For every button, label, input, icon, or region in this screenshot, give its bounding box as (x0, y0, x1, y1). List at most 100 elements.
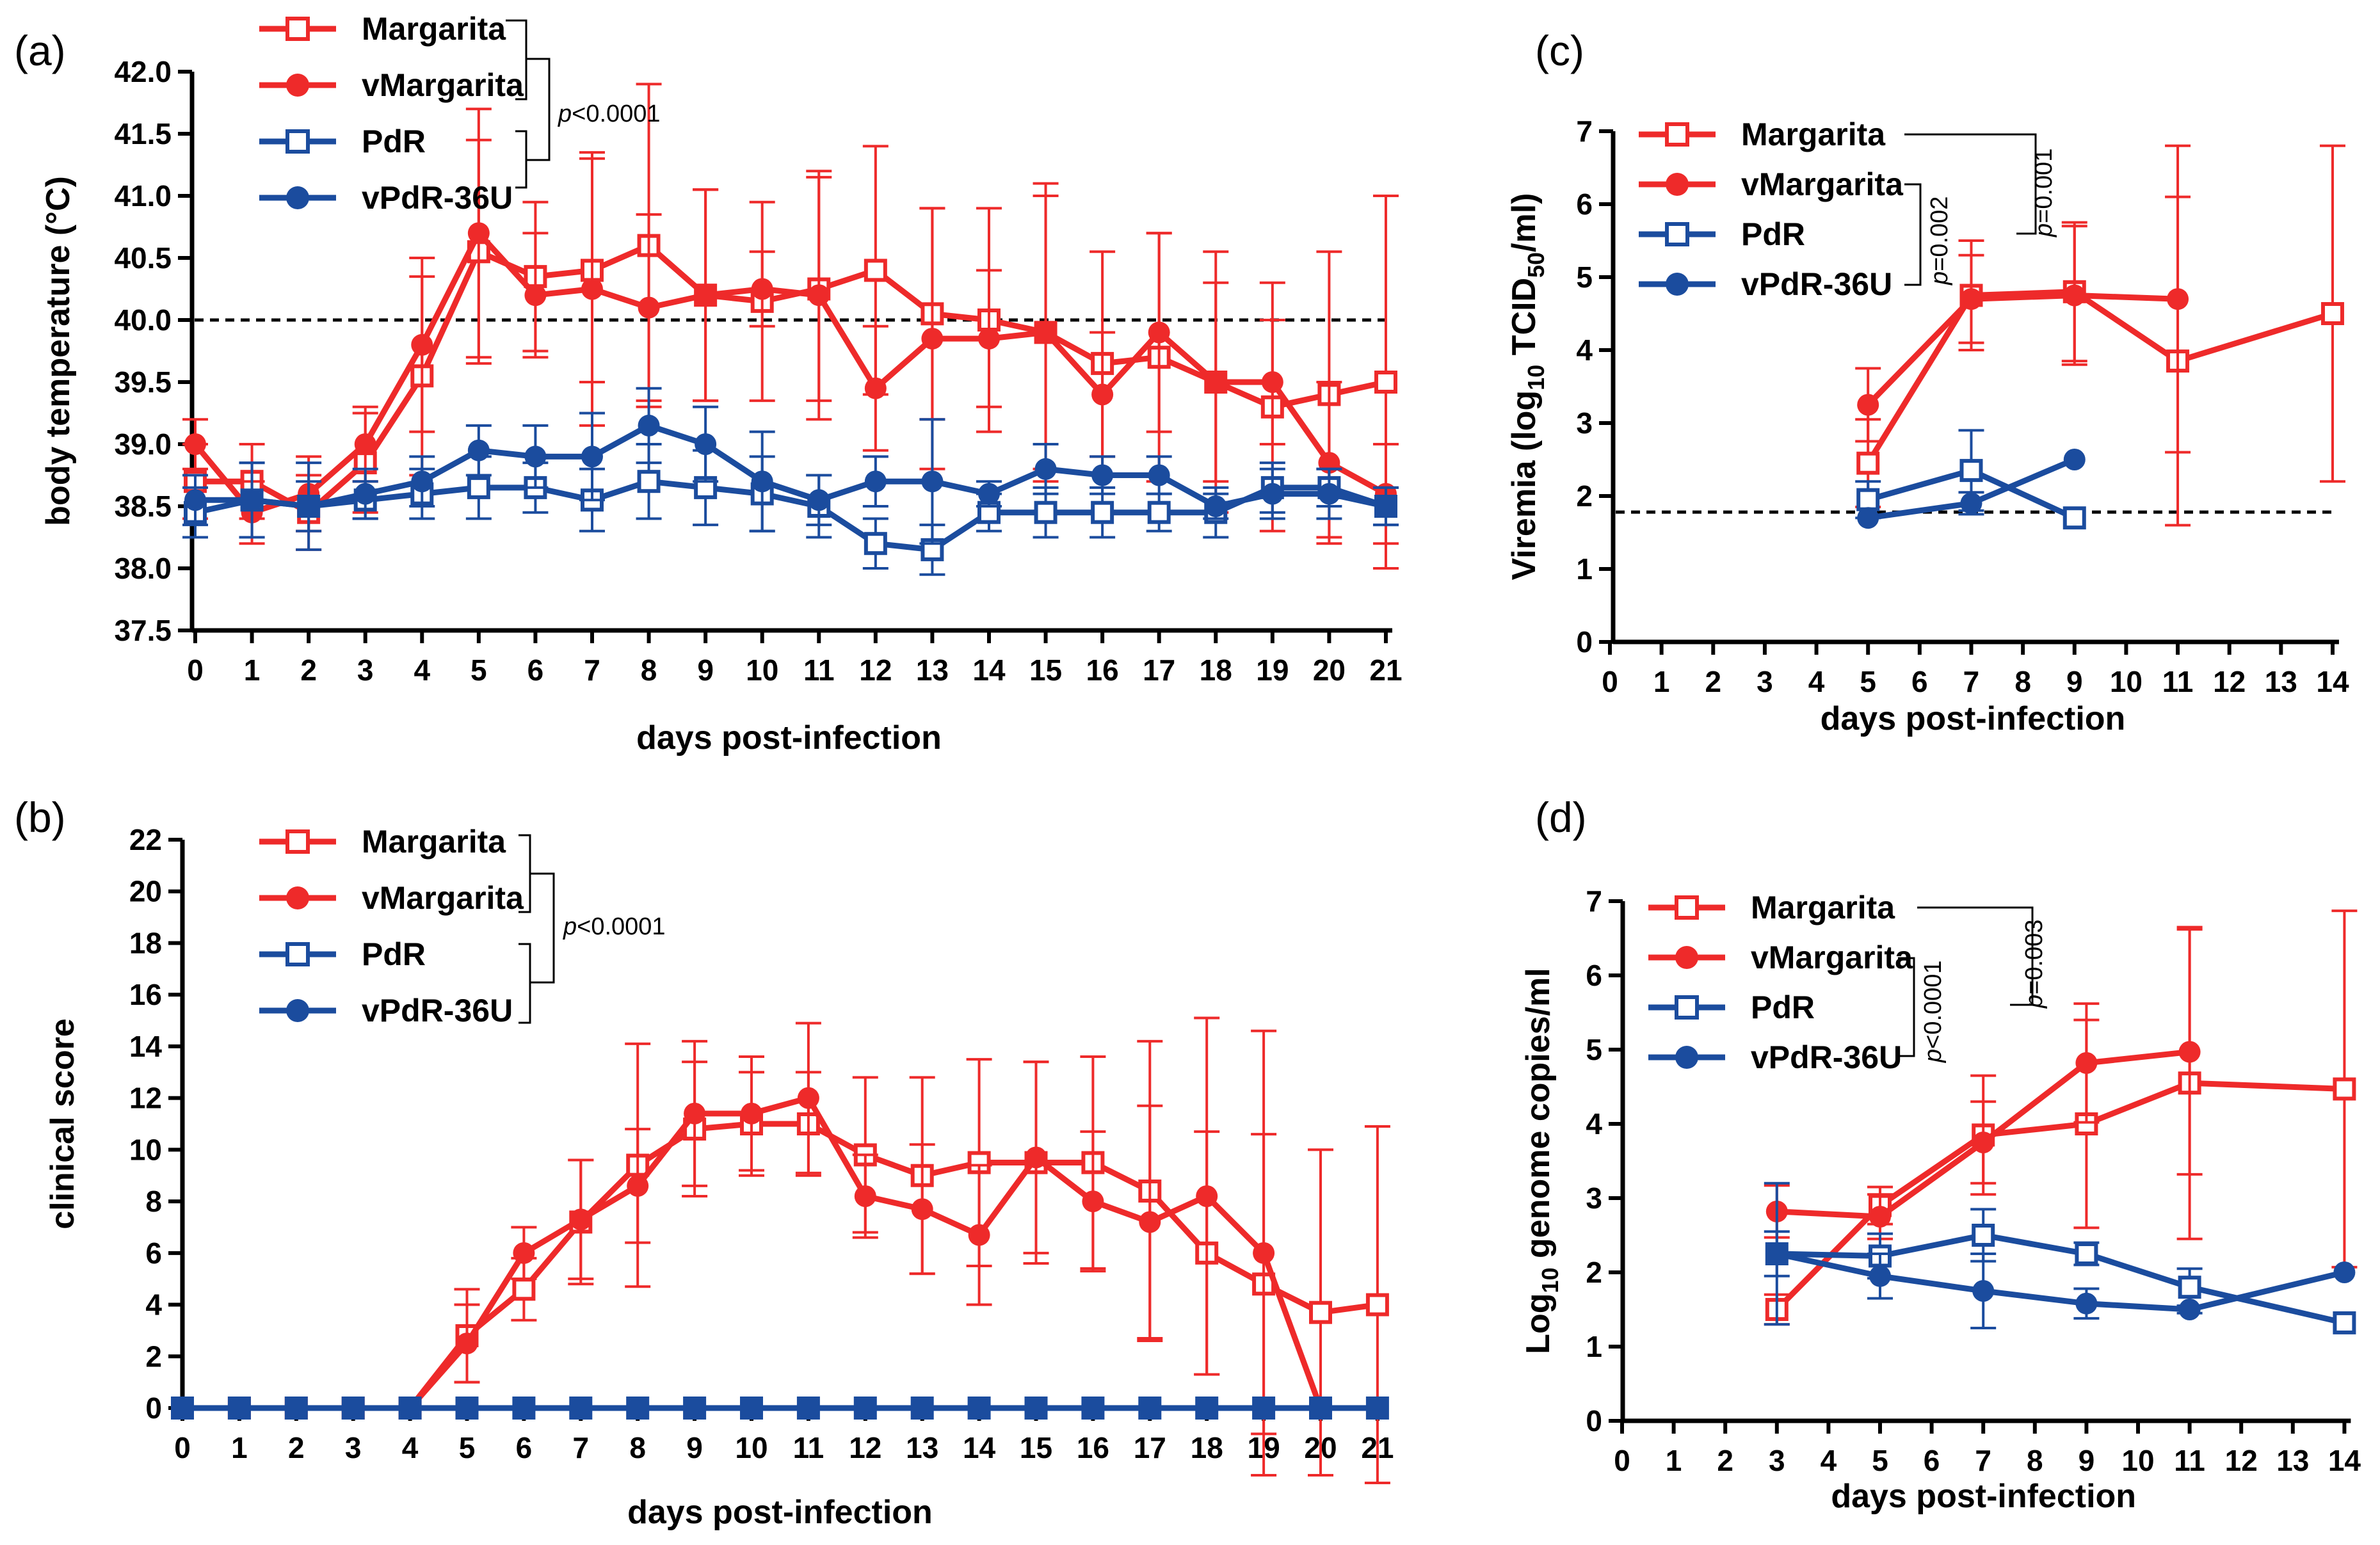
y-tick-label: 4 (145, 1288, 162, 1322)
legend: Margarita vMargarita PdR vPdR-36U (259, 824, 524, 1029)
data-point (977, 483, 1000, 505)
data-point (1309, 1301, 1332, 1324)
x-tick-label: 4 (414, 653, 430, 687)
data-point (911, 1198, 933, 1221)
data-point (1857, 507, 1879, 529)
data-point (1025, 1146, 1047, 1169)
p-value: p=0.002 (1926, 196, 1953, 285)
x-tick-label: 4 (402, 1431, 419, 1464)
y-tick-label: 37.5 (114, 614, 172, 647)
data-point (354, 433, 376, 455)
x-tick-label: 5 (1872, 1444, 1888, 1477)
p-value: p<0.0001 (563, 913, 666, 940)
bracket-margarita (1917, 906, 2034, 1006)
x-tick-label: 3 (357, 653, 374, 687)
x-tick-label: 1 (244, 653, 261, 687)
y-tick-label: 14 (129, 1030, 163, 1063)
y-tick-label: 10 (129, 1133, 162, 1166)
data-point (570, 1397, 592, 1419)
x-tick-label: 10 (746, 653, 778, 687)
y-tick-label: 5 (1576, 260, 1593, 294)
data-point (184, 433, 206, 455)
data-point (968, 1224, 990, 1246)
data-point (513, 1397, 535, 1419)
data-point (911, 1397, 933, 1419)
data-point (854, 1185, 876, 1208)
y-tick-label: 7 (1576, 115, 1593, 148)
y-tick-label: 3 (1586, 1181, 1602, 1215)
x-tick-label: 1 (231, 1431, 248, 1464)
data-point (1261, 371, 1283, 393)
data-point (1034, 500, 1057, 524)
data-point (570, 1208, 592, 1231)
bracket-vmargarita (1904, 183, 1922, 286)
x-tick-label: 20 (1313, 653, 1346, 687)
x-tick-label: 8 (2027, 1444, 2043, 1477)
data-point (1205, 371, 1227, 393)
bracket-blue (515, 130, 527, 189)
legend-swatch-marker (1675, 895, 1699, 920)
series-line (195, 243, 1387, 516)
y-tick-label: 0 (145, 1391, 162, 1425)
legend-label: Margarita (1741, 116, 1886, 152)
y-tick-label: 40.5 (114, 241, 172, 275)
series-Margarita (1764, 909, 2358, 1326)
x-tick-label: 3 (1769, 1444, 1785, 1477)
x-tick-label: 12 (2225, 1444, 2258, 1477)
data-point (627, 1174, 649, 1197)
data-point (1374, 495, 1397, 517)
x-tick-label: 9 (2066, 665, 2083, 698)
y-tick-label: 41.5 (114, 117, 172, 150)
x-tick-label: 16 (1086, 653, 1119, 687)
x-tick-label: 9 (2078, 1444, 2095, 1477)
data-point (864, 470, 887, 493)
legend-label: vPdR-36U (1741, 266, 1892, 302)
legend-swatch-marker (1675, 1046, 1698, 1069)
y-tick-label: 22 (129, 823, 162, 856)
data-point (921, 328, 944, 350)
data-point (751, 278, 773, 300)
bracket-outer (526, 58, 551, 161)
data-point (456, 1397, 478, 1419)
x-tick-label: 12 (2213, 665, 2246, 698)
data-point (864, 377, 887, 399)
data-point (854, 1397, 876, 1419)
series-line (1865, 292, 2178, 407)
data-point (627, 1397, 649, 1419)
x-tick-label: 2 (1717, 1444, 1733, 1477)
x-tick-label: 2 (300, 653, 317, 687)
significance-brackets (1898, 906, 2034, 1057)
data-point (2075, 1242, 2098, 1265)
data-point (1034, 321, 1057, 344)
data-point (2333, 1311, 2356, 1334)
data-point (2063, 284, 2086, 307)
legend-label: PdR (362, 936, 426, 972)
y-tick-label: 4 (1586, 1107, 1602, 1141)
x-tick-label: 6 (1924, 1444, 1940, 1477)
legend-label: PdR (1751, 989, 1815, 1025)
x-tick-label: 12 (849, 1431, 881, 1464)
data-point (1365, 1293, 1389, 1317)
data-point (342, 1397, 364, 1419)
x-tick-label: 14 (972, 653, 1006, 687)
x-tick-label: 7 (1975, 1444, 1991, 1477)
x-tick-label: 4 (1821, 1444, 1837, 1477)
y-tick-label: 1 (1576, 552, 1593, 586)
y-tick-label: 8 (145, 1185, 162, 1218)
y-tick-label: 6 (1576, 188, 1593, 221)
data-point (399, 1397, 421, 1419)
x-tick-label: 13 (2276, 1444, 2309, 1477)
data-point (1857, 394, 1879, 416)
y-tick-label: 18 (129, 926, 162, 959)
bracket-outer (530, 872, 555, 984)
legend-swatch-marker (1675, 946, 1698, 969)
data-point (1972, 1132, 1995, 1153)
series-line (1776, 1251, 2345, 1313)
data-point (2075, 1292, 2098, 1315)
legend: Margarita vMargarita PdR vPdR-36U (1639, 116, 1904, 302)
legend-swatch-marker (286, 74, 309, 97)
x-tick-label: 2 (288, 1431, 305, 1464)
x-tick-label: 9 (686, 1431, 703, 1464)
